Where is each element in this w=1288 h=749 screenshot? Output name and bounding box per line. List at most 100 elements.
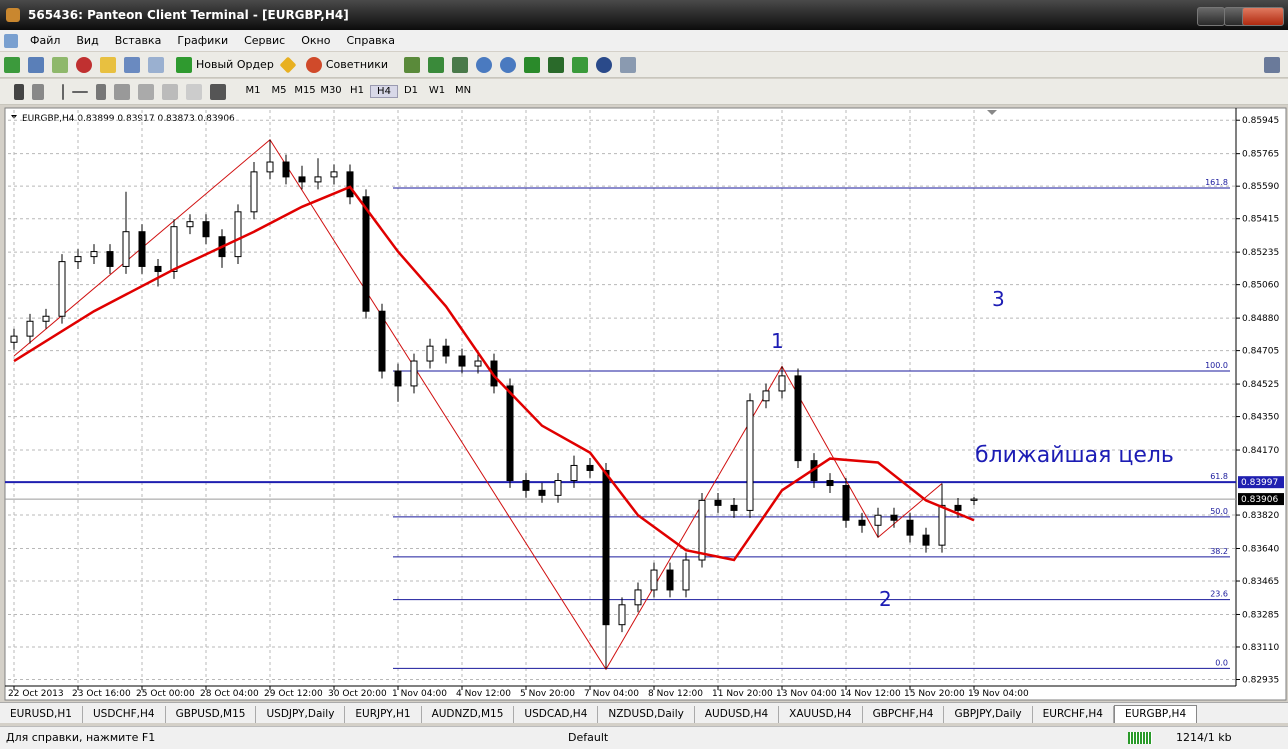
connection-indicator	[1128, 732, 1152, 744]
x-tick-label: 28 Oct 04:00	[200, 689, 259, 699]
y-tick-label: 0.85945	[1242, 116, 1279, 126]
candle-body	[682, 559, 690, 591]
candle-body	[314, 176, 322, 183]
chart-tab[interactable]: EURJPY,H1	[345, 706, 422, 723]
chart-tab[interactable]: EURCHF,H4	[1033, 706, 1114, 723]
trendline-tool[interactable]	[96, 83, 106, 100]
text-tool[interactable]	[162, 83, 178, 100]
chart-tab[interactable]: NZDUSD,Daily	[598, 706, 695, 723]
chat-button[interactable]	[1264, 56, 1280, 73]
chart-tab[interactable]: EURUSD,H1	[0, 706, 83, 723]
x-tick-label: 25 Oct 00:00	[136, 689, 195, 699]
menu-item[interactable]: Вид	[76, 34, 99, 47]
close-button[interactable]	[1242, 7, 1284, 26]
templates[interactable]	[620, 56, 637, 73]
y-tick-label: 0.83465	[1242, 577, 1279, 587]
minimize-button[interactable]	[1197, 7, 1225, 26]
navigator[interactable]	[100, 56, 116, 73]
chart-tab[interactable]: GBPCHF,H4	[863, 706, 945, 723]
chart-tabs: EURUSD,H1 USDCHF,H4 GBPUSD,M15 USDJPY,Daily…	[0, 702, 1288, 723]
fib-label: 161.8	[1205, 178, 1228, 187]
title-bar: 565436: Panteon Client Terminal - [EURGB…	[0, 0, 1288, 30]
candle-body	[426, 345, 434, 362]
candle-body	[90, 251, 98, 258]
tester[interactable]	[148, 56, 164, 73]
timeframe-button[interactable]: H4	[370, 85, 398, 98]
fib-label: 50.0	[1210, 507, 1228, 516]
profiles[interactable]	[28, 56, 44, 73]
y-tick-label: 0.85060	[1242, 281, 1279, 291]
experts-button[interactable]: Советники	[298, 56, 392, 73]
crosshair-tool[interactable]	[32, 83, 44, 100]
menu-item[interactable]: Вставка	[114, 34, 162, 47]
arrows-tool[interactable]	[210, 83, 226, 100]
autoscroll[interactable]	[524, 56, 541, 73]
chart-tab[interactable]: USDCAD,H4	[514, 706, 599, 723]
hline-tool[interactable]	[72, 90, 88, 93]
chart-header: EURGBP,H4 0.83899 0.83917 0.83873 0.8390…	[22, 114, 235, 124]
market-watch[interactable]	[52, 56, 68, 73]
indicators[interactable]	[572, 56, 589, 73]
metaeditor[interactable]	[279, 56, 297, 73]
chart-tab[interactable]: USDCHF,H4	[83, 706, 166, 723]
fibo-tool[interactable]	[138, 83, 154, 100]
candle-body	[202, 221, 210, 238]
timeframe-button[interactable]: W1	[428, 85, 446, 96]
x-tick-label: 5 Nov 20:00	[520, 689, 575, 699]
chart-tab[interactable]: EURGBP,H4	[1113, 705, 1198, 723]
fib-label: 100.0	[1205, 361, 1228, 370]
candle-body	[554, 479, 562, 496]
new-chart[interactable]	[4, 56, 20, 73]
candle-body	[522, 479, 530, 491]
candle-body	[506, 385, 514, 481]
candle-body	[714, 499, 722, 506]
candle-body	[762, 390, 770, 402]
candle-chart[interactable]	[428, 56, 445, 73]
chart-tab[interactable]: USDJPY,Daily	[256, 706, 346, 723]
new-order-button[interactable]: Новый Ордер	[168, 56, 278, 73]
timeframe-group: M1 M5 M15 M30 H1 H4 D1 W1 MN	[240, 85, 476, 98]
chart-tab[interactable]: GBPJPY,Daily	[944, 706, 1033, 723]
candle-body	[138, 231, 146, 267]
vline-tool[interactable]	[62, 83, 64, 100]
chart-shift[interactable]	[548, 56, 565, 73]
timeframe-button[interactable]: H1	[350, 85, 364, 96]
candle-body	[890, 514, 898, 521]
line-chart[interactable]	[452, 56, 469, 73]
timeframe-button[interactable]: D1	[403, 85, 419, 96]
candle-body	[970, 498, 978, 501]
menu-item[interactable]: Файл	[30, 34, 61, 47]
chart-tab[interactable]: XAUUSD,H4	[779, 706, 863, 723]
timeframe-button[interactable]: M15	[294, 85, 316, 96]
cursor-tool[interactable]	[14, 83, 24, 100]
zoom-in[interactable]	[476, 56, 493, 73]
candle-body	[858, 519, 866, 526]
timeframe-button[interactable]: M1	[245, 85, 261, 96]
candle-body	[746, 400, 754, 511]
terminal[interactable]	[124, 56, 140, 73]
candle-body	[842, 485, 850, 521]
chart-tab[interactable]: GBPUSD,M15	[166, 706, 257, 723]
menu-item[interactable]: Графики	[177, 34, 229, 47]
menu-item[interactable]: Справка	[346, 34, 395, 47]
chart-tab[interactable]: AUDNZD,M15	[422, 706, 515, 723]
x-tick-label: 29 Oct 12:00	[264, 689, 323, 699]
channel-tool[interactable]	[114, 83, 130, 100]
chart-tab[interactable]: AUDUSD,H4	[695, 706, 780, 723]
zoom-out[interactable]	[500, 56, 517, 73]
menu-item[interactable]: Сервис	[244, 34, 286, 47]
y-tick-label: 0.85590	[1242, 182, 1279, 192]
candle-body	[474, 360, 482, 367]
candle-body	[778, 375, 786, 392]
timeframe-button[interactable]: M30	[320, 85, 342, 96]
menu-item[interactable]: Окно	[301, 34, 331, 47]
timeframe-button[interactable]: M5	[271, 85, 287, 96]
price-label-box	[1238, 493, 1284, 506]
label-tool[interactable]	[186, 83, 202, 100]
data-window[interactable]	[76, 56, 92, 73]
timeframe-button[interactable]: MN	[454, 85, 472, 96]
periods[interactable]	[596, 56, 613, 73]
candle-body	[570, 464, 578, 481]
bar-chart[interactable]	[404, 56, 421, 73]
